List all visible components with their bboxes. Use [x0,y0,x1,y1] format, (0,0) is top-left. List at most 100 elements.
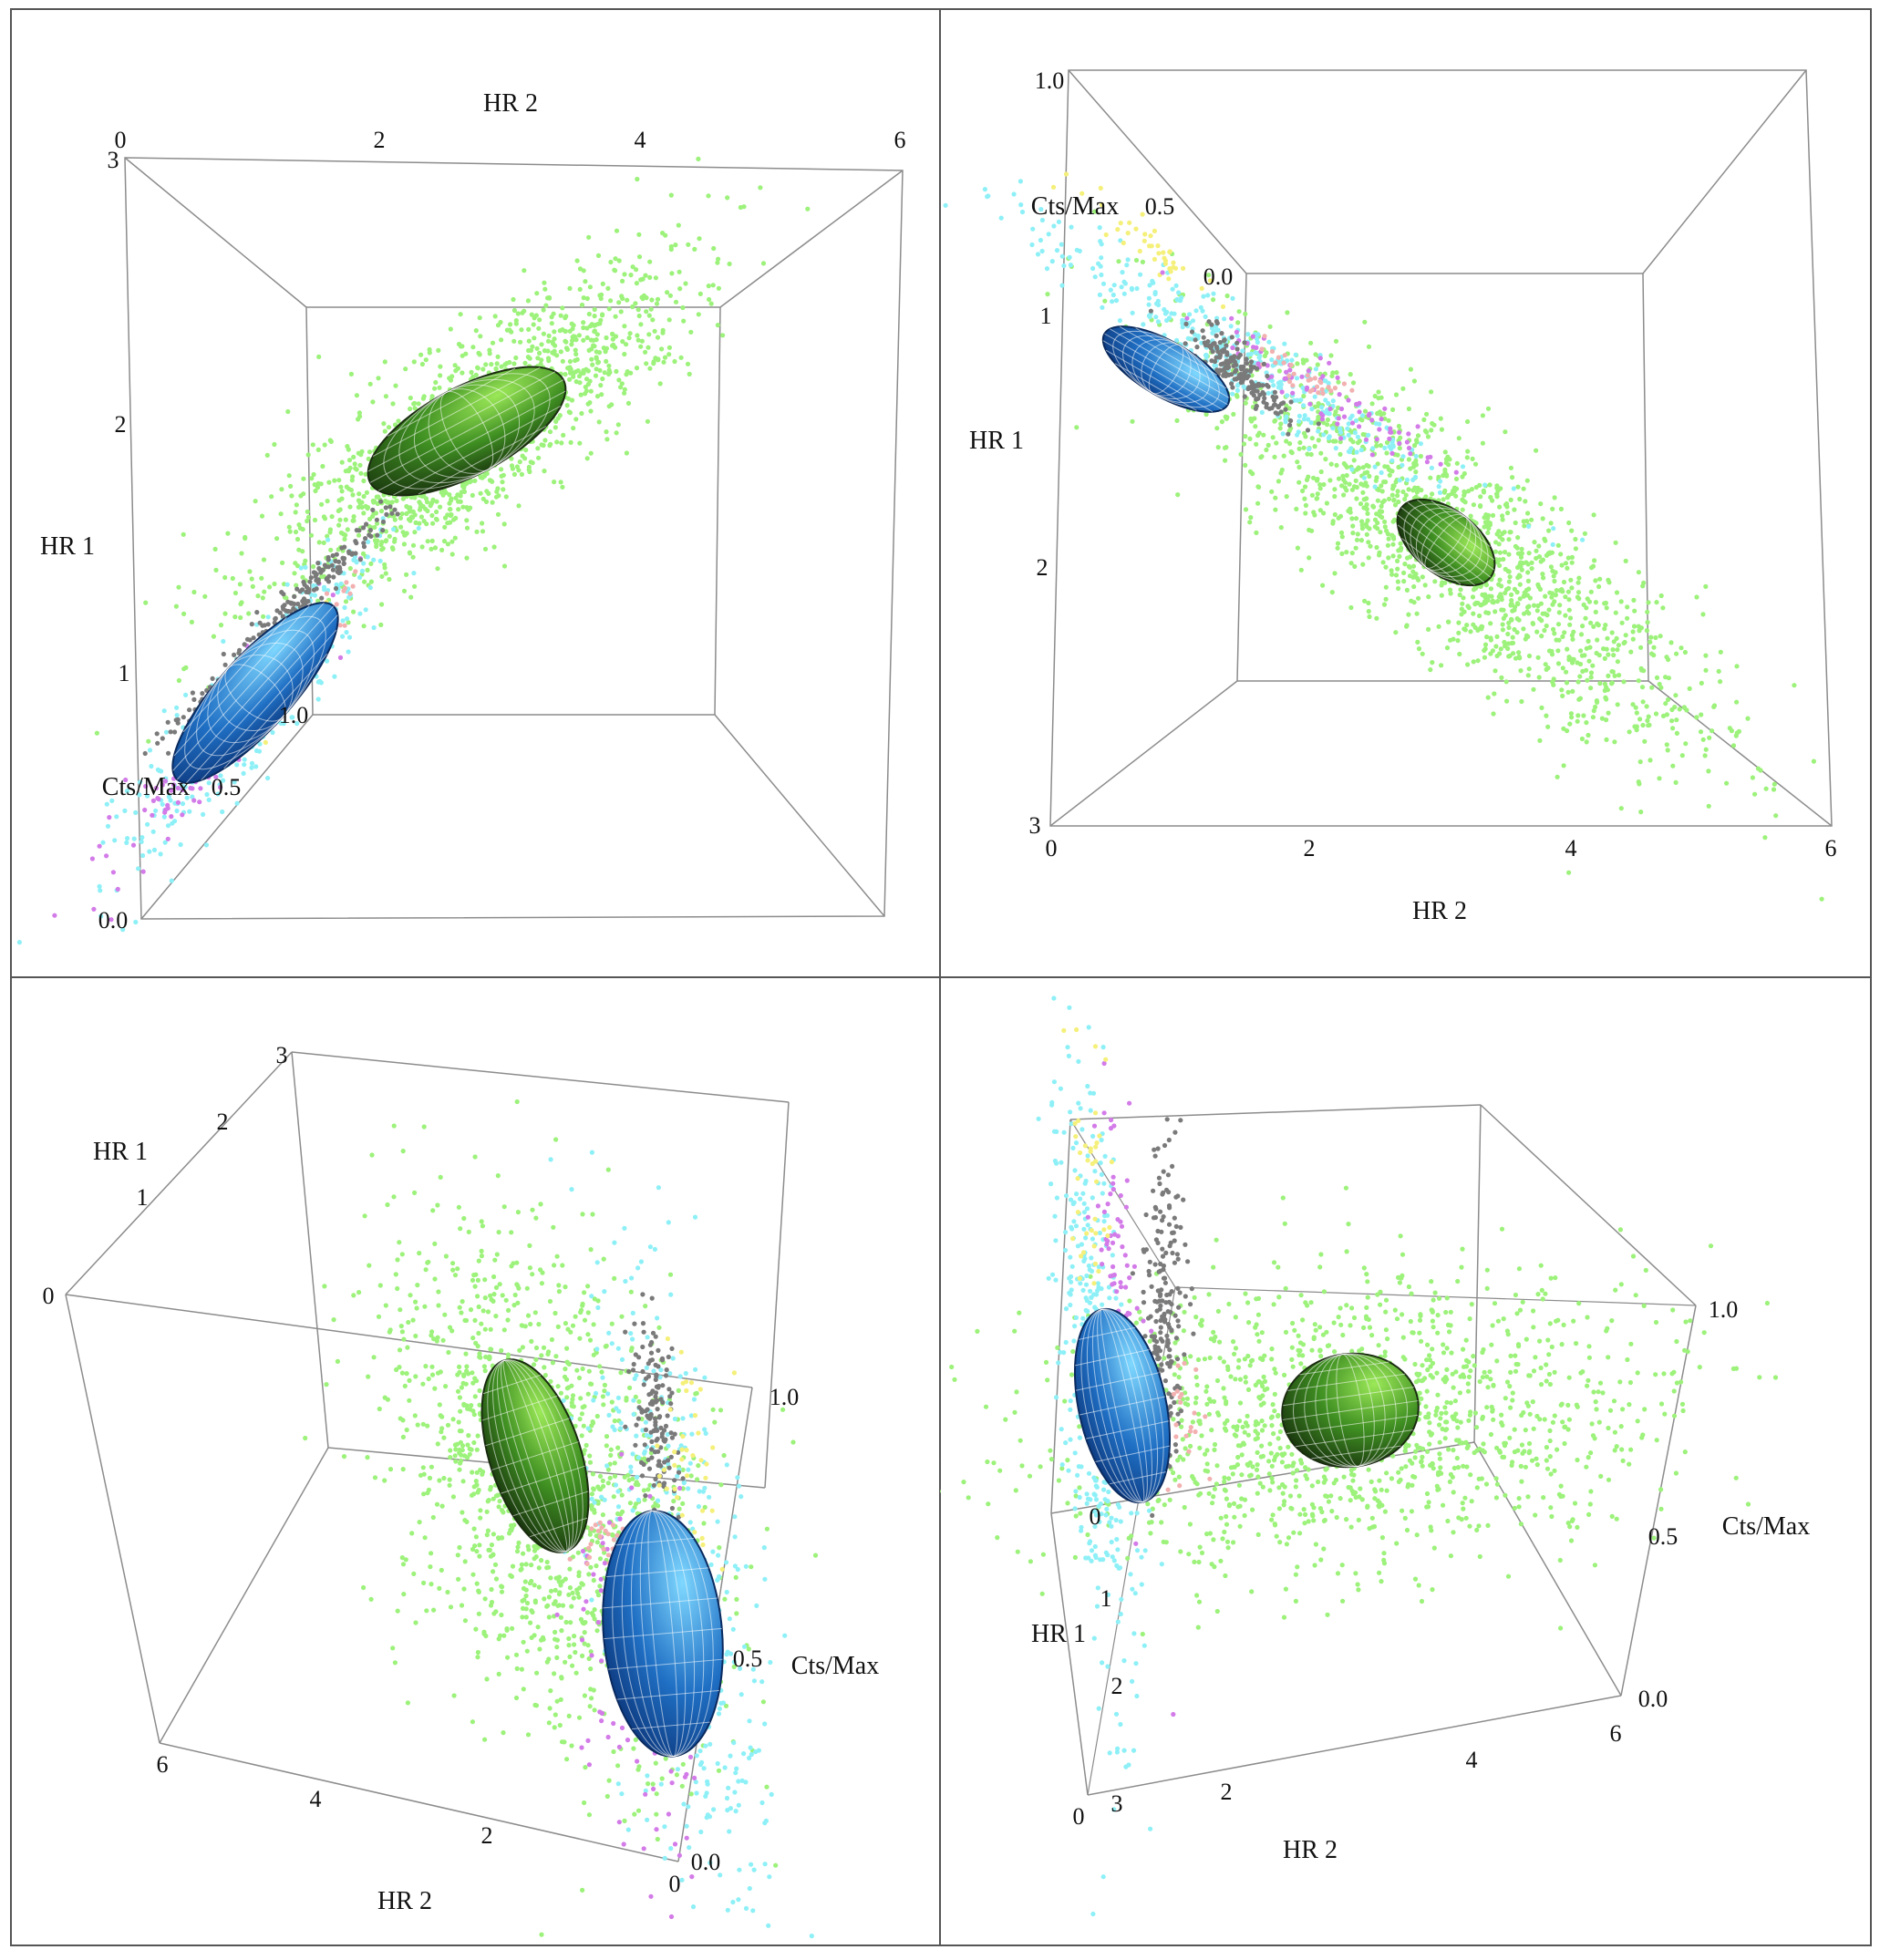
plot-top-right: 0 2 4 6 HR 2 1 2 3 HR 1 1.0 0.5 0.0 Cts/… [940,9,1871,977]
magenta-cloud-point [1407,446,1411,450]
green-cloud-point [495,486,500,490]
cyan-cloud-point [1100,305,1104,310]
green-cloud-point [1493,609,1497,614]
gray-cloud-point [1238,353,1243,357]
green-cloud-point [253,499,258,503]
cyan-cloud-point [140,853,145,858]
green-cloud-point [1648,635,1653,640]
cyan-cloud-point [1164,318,1169,323]
green-cloud-point [1495,599,1500,603]
green-cloud-point [646,332,651,336]
green-cloud-point [589,346,594,351]
magenta-cloud-point [1337,416,1341,420]
gray-cloud-point [353,539,357,543]
green-cloud-point [327,530,332,534]
gray-cloud-point [1219,331,1224,335]
cyan-cloud-point [1121,280,1126,284]
green-cloud-point [716,257,720,262]
magenta-cloud-point [116,887,120,892]
green-cloud-point [523,1579,528,1583]
green-cloud-point [1614,611,1618,615]
green-cloud-point [1501,608,1505,613]
cyan-cloud-point [1276,381,1281,386]
cyan-cloud-point [1382,446,1387,450]
cyan-cloud-point [147,850,151,854]
gray-cloud-point [1279,409,1284,414]
green-cloud-point [720,333,725,337]
hr2-tick-4: 4 [635,127,646,153]
green-cloud-point [1550,507,1555,511]
green-cloud-point [1134,258,1139,263]
gray-cloud-point [274,608,279,613]
green-cloud-point [1665,742,1669,747]
cyan-cloud-point [1353,430,1358,435]
green-cloud-point [1605,605,1609,610]
cyan-cloud-point [299,565,304,570]
gray-cloud-point [315,586,319,591]
green-cloud-point [1336,380,1340,385]
green-cloud-point [1613,674,1617,678]
green-cloud-point [1603,688,1607,693]
green-cloud-point [476,366,480,370]
gray-cloud-point [292,594,296,599]
green-cloud-point [344,469,348,473]
yellow-cloud-point [1169,269,1173,273]
yellow-cloud-point [1221,304,1225,309]
green-cloud-point [1440,428,1444,432]
magenta-cloud-point [1229,316,1234,321]
green-cloud-point [1387,497,1391,501]
green-cloud-point [647,260,652,264]
green-cloud-point [499,337,503,342]
green-cloud-point [547,1614,552,1619]
gray-cloud-point [1183,322,1188,326]
gray-cloud-point [325,576,329,581]
green-cloud-point [1428,667,1432,672]
green-cloud-point [472,1526,477,1531]
green-cloud-point [507,328,511,333]
green-cloud-point [1637,717,1642,721]
green-cloud-point [1477,614,1482,618]
green-cloud-point [577,380,582,385]
cts-tick-1: 1.0 [1035,67,1065,94]
green-cloud-point [1503,429,1507,434]
green-cloud-point [1397,554,1401,559]
green-cloud-point [643,350,647,355]
green-cloud-point [1580,654,1585,658]
pink-cloud-point [1349,388,1354,393]
green-cloud-point [398,516,403,521]
green-cloud-point [1666,697,1670,702]
green-cloud-point [401,1592,406,1596]
green-cloud-point [361,511,366,515]
green-cloud-point [542,281,546,285]
green-cloud-point [561,359,565,364]
gray-cloud-point [1202,335,1206,340]
green-cloud-point [1549,595,1554,600]
green-cloud-point [526,298,531,303]
green-cloud-point [1356,440,1360,445]
green-cloud-point [628,331,633,335]
green-cloud-point [1483,643,1488,647]
green-cloud-point [1595,622,1599,626]
green-cloud-point [480,1223,485,1228]
green-cloud-point [1620,621,1625,625]
yellow-cloud-point [1099,186,1103,191]
green-cloud-point [805,207,810,211]
gray-cloud-point [375,533,379,538]
green-cloud-point [181,612,186,616]
cyan-cloud-point [1314,366,1318,371]
cyan-cloud-point [1199,305,1203,310]
green-cloud-point [636,338,641,343]
green-cloud-point [1483,600,1488,604]
green-cloud-point [563,339,567,344]
green-cloud-point [1583,616,1587,621]
gray-cloud-point [380,528,385,532]
green-cloud-point [1534,549,1538,553]
green-cloud-point [1538,501,1543,506]
magenta-cloud-point [1251,345,1255,349]
green-cloud-point [589,337,594,342]
green-cloud-point [1348,605,1353,610]
green-cloud-point [1360,562,1365,567]
gray-cloud-point [389,511,394,516]
green-cloud-point [1426,434,1431,438]
green-cloud-point [1549,564,1554,569]
